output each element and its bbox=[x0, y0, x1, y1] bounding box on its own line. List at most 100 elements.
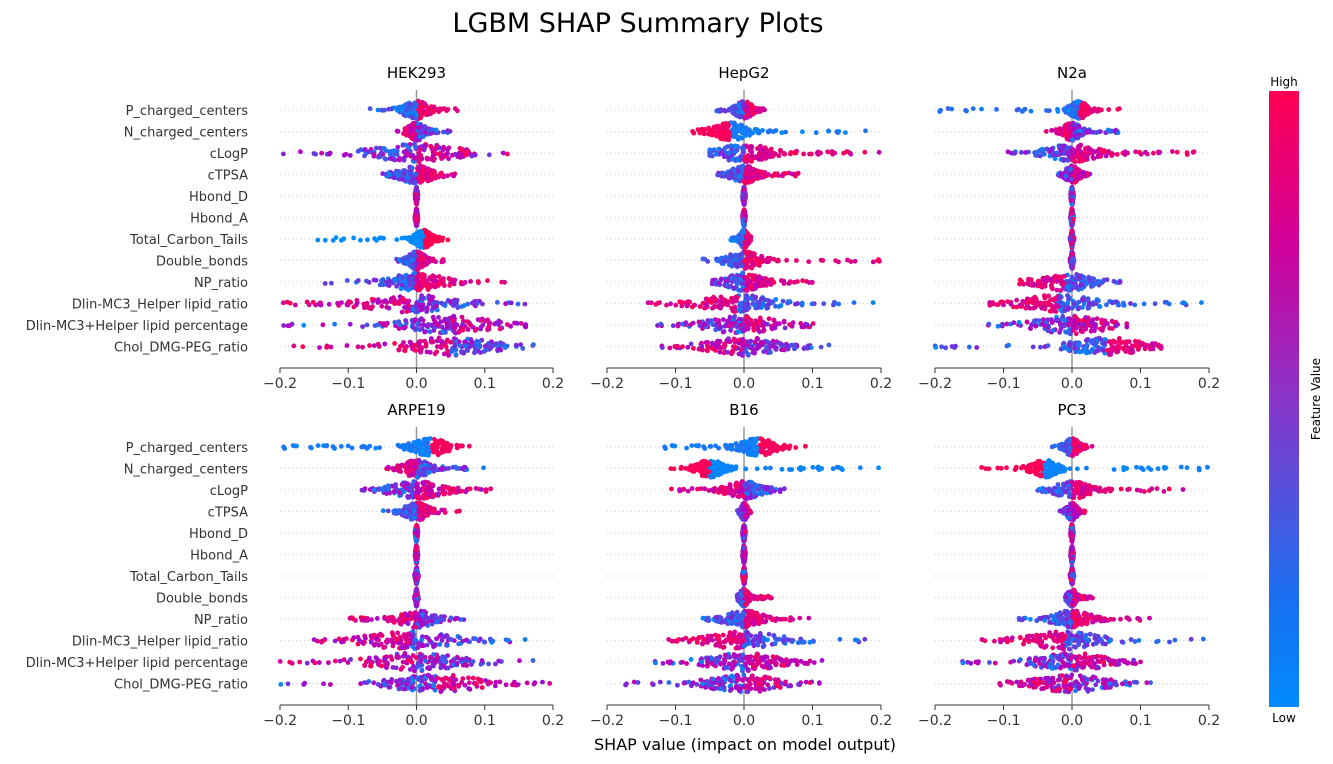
shap-point bbox=[1078, 142, 1084, 148]
shap-point bbox=[728, 254, 734, 260]
shap-point bbox=[1072, 133, 1078, 138]
shap-point bbox=[794, 258, 799, 263]
shap-point bbox=[320, 322, 326, 328]
shap-point bbox=[949, 106, 955, 112]
x-tick-label: −0.1 bbox=[331, 376, 365, 392]
shap-point bbox=[474, 299, 479, 304]
panel-hepg2: HepG2−0.2 −0.1 0.0 0.1 0.2 bbox=[590, 64, 892, 392]
shap-point bbox=[738, 322, 743, 328]
shap-point bbox=[459, 314, 465, 320]
shap-point bbox=[281, 323, 287, 328]
shap-point bbox=[1084, 110, 1090, 115]
feature-label: Chol_DMG-PEG_ratio bbox=[114, 341, 248, 356]
shap-point bbox=[721, 107, 727, 113]
shap-point bbox=[339, 300, 344, 305]
shap-point bbox=[446, 353, 451, 358]
shap-point bbox=[496, 322, 501, 327]
shap-point bbox=[731, 285, 737, 291]
shap-point bbox=[758, 296, 764, 302]
shap-point bbox=[498, 342, 504, 348]
shap-point bbox=[358, 237, 363, 243]
shap-point bbox=[659, 345, 665, 350]
shap-point bbox=[716, 146, 722, 152]
shap-point bbox=[1028, 108, 1034, 114]
shap-point bbox=[726, 318, 732, 324]
shap-point bbox=[787, 322, 792, 327]
shap-point bbox=[766, 172, 771, 177]
shap-point bbox=[410, 263, 416, 269]
shap-point bbox=[783, 129, 788, 135]
shap-point bbox=[381, 235, 386, 241]
shap-point bbox=[388, 156, 394, 161]
shap-point bbox=[439, 324, 445, 330]
shap-point bbox=[446, 156, 451, 162]
shap-point bbox=[709, 132, 715, 138]
shap-point bbox=[720, 129, 725, 135]
shap-point bbox=[728, 170, 734, 176]
shap-point bbox=[379, 107, 385, 113]
shap-point bbox=[433, 127, 439, 133]
shap-point bbox=[300, 344, 306, 350]
shap-point bbox=[450, 348, 455, 354]
shap-point bbox=[369, 296, 375, 302]
shap-point bbox=[720, 317, 726, 322]
shap-point bbox=[420, 177, 425, 183]
shap-point bbox=[718, 276, 724, 282]
shap-point bbox=[683, 320, 689, 326]
shap-point bbox=[406, 298, 412, 304]
shap-point bbox=[493, 341, 499, 347]
shap-point bbox=[753, 154, 759, 159]
shap-point bbox=[441, 258, 446, 264]
shap-point bbox=[809, 301, 815, 307]
shap-point bbox=[761, 320, 767, 326]
shap-point bbox=[403, 127, 409, 133]
shap-point bbox=[440, 329, 445, 335]
shap-point bbox=[870, 300, 876, 305]
shap-point bbox=[379, 150, 384, 156]
shap-point bbox=[741, 195, 746, 201]
shap-point bbox=[409, 165, 415, 171]
shap-point bbox=[417, 244, 423, 250]
shap-point bbox=[410, 175, 416, 181]
feature-swarm bbox=[367, 98, 460, 122]
shap-point bbox=[1072, 159, 1078, 165]
shap-point bbox=[1092, 149, 1098, 155]
shap-point bbox=[1070, 216, 1076, 222]
shap-point bbox=[418, 338, 424, 344]
shap-point bbox=[373, 277, 379, 283]
shap-point bbox=[407, 148, 413, 154]
shap-point bbox=[702, 321, 707, 327]
shap-point bbox=[460, 322, 465, 327]
feature-swarm bbox=[1067, 228, 1077, 251]
shap-point bbox=[733, 323, 739, 329]
shap-point bbox=[440, 278, 446, 283]
shap-point bbox=[475, 317, 481, 322]
shap-point bbox=[740, 128, 745, 134]
shap-point bbox=[735, 329, 740, 335]
shap-point bbox=[463, 152, 469, 158]
shap-point bbox=[405, 152, 410, 157]
shap-point bbox=[765, 256, 771, 261]
shap-point bbox=[1122, 149, 1128, 155]
shap-point bbox=[362, 147, 368, 152]
shap-point bbox=[749, 345, 755, 350]
shap-point bbox=[1094, 108, 1100, 114]
shap-point bbox=[721, 350, 727, 356]
shap-point bbox=[1086, 129, 1092, 134]
shap-point bbox=[505, 322, 510, 327]
shap-point bbox=[703, 302, 709, 308]
shap-point bbox=[429, 241, 434, 247]
shap-point bbox=[1076, 99, 1082, 104]
feature-swarm bbox=[412, 206, 421, 229]
shap-point bbox=[740, 228, 746, 233]
shap-point bbox=[725, 259, 731, 264]
shap-point bbox=[344, 278, 350, 283]
shap-point bbox=[680, 344, 685, 350]
shap-point bbox=[700, 129, 706, 135]
shap-point bbox=[422, 165, 427, 170]
shap-point bbox=[836, 259, 841, 265]
shap-point bbox=[456, 151, 462, 156]
shap-point bbox=[705, 348, 710, 354]
shap-point bbox=[427, 167, 433, 173]
